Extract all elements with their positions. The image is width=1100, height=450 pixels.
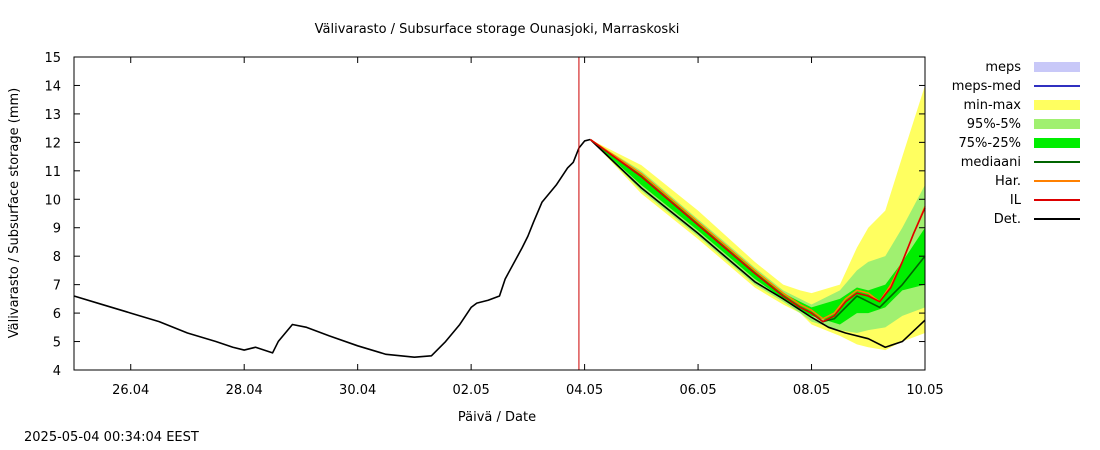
- legend-label-il: IL: [1010, 193, 1022, 208]
- legend-swatch-75-25: [1034, 138, 1080, 148]
- x-tick-label: 08.05: [793, 383, 830, 398]
- y-tick-label: 5: [53, 336, 61, 351]
- x-tick-label: 02.05: [453, 383, 490, 398]
- x-tick-label: 26.04: [112, 383, 149, 398]
- y-tick-label: 11: [44, 165, 61, 180]
- y-tick-label: 8: [53, 250, 61, 265]
- x-tick-label: 10.05: [906, 383, 943, 398]
- band-min-max: [590, 85, 925, 351]
- x-tick-label: 04.05: [566, 383, 603, 398]
- legend-label-det: Det.: [994, 212, 1021, 227]
- y-tick-label: 9: [53, 222, 61, 237]
- chart-title: Välivarasto / Subsurface storage Ounasjo…: [315, 22, 680, 37]
- timestamp: 2025-05-04 00:34:04 EEST: [24, 430, 199, 445]
- legend-label-min-max: min-max: [963, 98, 1021, 113]
- y-tick-label: 4: [53, 364, 61, 379]
- legend-label-75-25: 75%-25%: [959, 136, 1021, 151]
- legend: meps meps-med min-max 95%-5% 75%-25% mediaani…: [952, 60, 1080, 227]
- legend-label-meps: meps: [985, 60, 1021, 75]
- legend-swatch-meps: [1034, 62, 1080, 72]
- y-axis-label: Välivarasto / Subsurface storage (mm): [7, 88, 22, 338]
- series-line-det: [589, 138, 926, 349]
- legend-label-har: Har.: [995, 174, 1021, 189]
- y-tick-label: 14: [44, 79, 61, 94]
- x-tick-label: 28.04: [226, 383, 263, 398]
- legend-swatch-95-5: [1034, 119, 1080, 129]
- x-axis-label: Päivä / Date: [458, 410, 536, 425]
- band-95-5: [590, 139, 925, 334]
- plot-frame: [73, 56, 926, 371]
- y-tick-label: 6: [53, 307, 61, 322]
- x-tick-label: 06.05: [679, 383, 716, 398]
- y-tick-label: 15: [44, 51, 61, 66]
- series-line-det-history: [73, 138, 591, 358]
- y-tick-label: 7: [53, 279, 61, 294]
- legend-label-meps-med: meps-med: [952, 79, 1021, 94]
- legend-swatch-min-max: [1034, 100, 1080, 110]
- series-line-il: [589, 138, 926, 323]
- y-tick-label: 12: [44, 136, 61, 151]
- y-tick-label: 10: [44, 193, 61, 208]
- legend-label-mediaani: mediaani: [961, 155, 1021, 170]
- x-tick-label: 30.04: [339, 383, 376, 398]
- legend-label-95-5: 95%-5%: [967, 117, 1021, 132]
- y-tick-label: 13: [44, 108, 61, 123]
